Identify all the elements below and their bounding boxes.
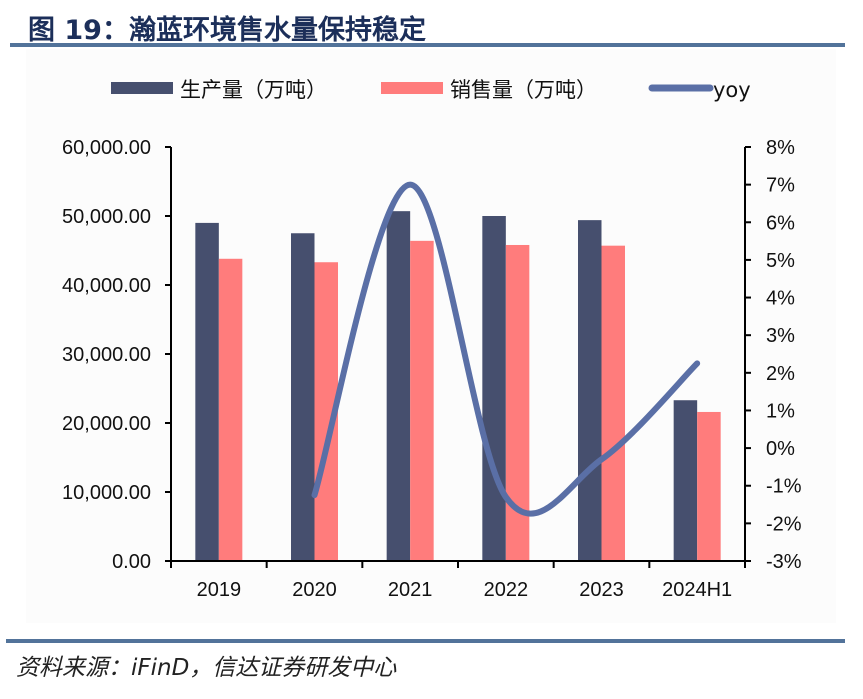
right-tick-label: 1% (766, 400, 795, 422)
left-tick-label: 10,000.00 (62, 482, 151, 504)
x-tick-label: 2019 (197, 579, 242, 601)
right-tick-label: 6% (766, 212, 795, 234)
legend-label-sales: 销售量（万吨） (450, 78, 597, 102)
bar-sales-2019 (218, 258, 243, 561)
bar-production-2021 (386, 211, 411, 562)
right-tick-label: 2% (766, 363, 795, 385)
figure-title: 图 19：瀚蓝环境售水量保持稳定 (28, 15, 426, 46)
x-tick-label: 2022 (484, 579, 529, 601)
left-tick-label: 30,000.00 (62, 344, 151, 366)
left-tick-label: 20,000.00 (62, 413, 151, 435)
x-tick-label: 2021 (388, 579, 433, 601)
x-tick-label: 2024H1 (662, 579, 732, 601)
bar-sales-2022 (505, 244, 530, 562)
right-tick-label: 0% (766, 438, 795, 460)
left-tick-label: 60,000.00 (62, 137, 151, 159)
x-tick-label: 2023 (579, 579, 624, 601)
footer-divider (6, 639, 845, 643)
bar-sales-2024H1 (697, 411, 721, 561)
bar-production-2020 (291, 233, 315, 561)
bar-production-2019 (195, 222, 219, 561)
right-tick-label: 8% (766, 137, 795, 159)
title-divider (10, 43, 845, 47)
left-tick-label: 40,000.00 (62, 275, 151, 297)
source-note: 资料来源：iFinD，信达证券研发中心 (16, 655, 397, 681)
left-tick-label: 50,000.00 (62, 206, 151, 228)
legend-label-yoy: yoy (713, 78, 751, 102)
left-tick-label: 0.00 (112, 551, 151, 573)
legend-swatch-production (111, 82, 173, 94)
right-tick-label: -3% (766, 551, 802, 573)
legend-swatch-sales (381, 82, 443, 94)
right-tick-label: 5% (766, 250, 795, 272)
bar-sales-2023 (601, 245, 625, 562)
bar-sales-2020 (314, 262, 338, 561)
right-tick-label: 4% (766, 288, 795, 310)
right-tick-label: 7% (766, 175, 795, 197)
right-tick-label: -1% (766, 476, 802, 498)
bar-production-2024H1 (673, 400, 698, 561)
bar-sales-2021 (410, 240, 434, 561)
legend-label-production: 生产量（万吨） (180, 78, 327, 102)
right-tick-label: 3% (766, 325, 795, 347)
legend: 生产量（万吨） 销售量（万吨） yoy (111, 78, 751, 102)
x-tick-label: 2020 (292, 579, 337, 601)
yoy-line (311, 181, 701, 517)
bar-production-2022 (482, 216, 506, 561)
bar-production-2023 (578, 220, 602, 561)
right-tick-label: -2% (766, 513, 802, 535)
